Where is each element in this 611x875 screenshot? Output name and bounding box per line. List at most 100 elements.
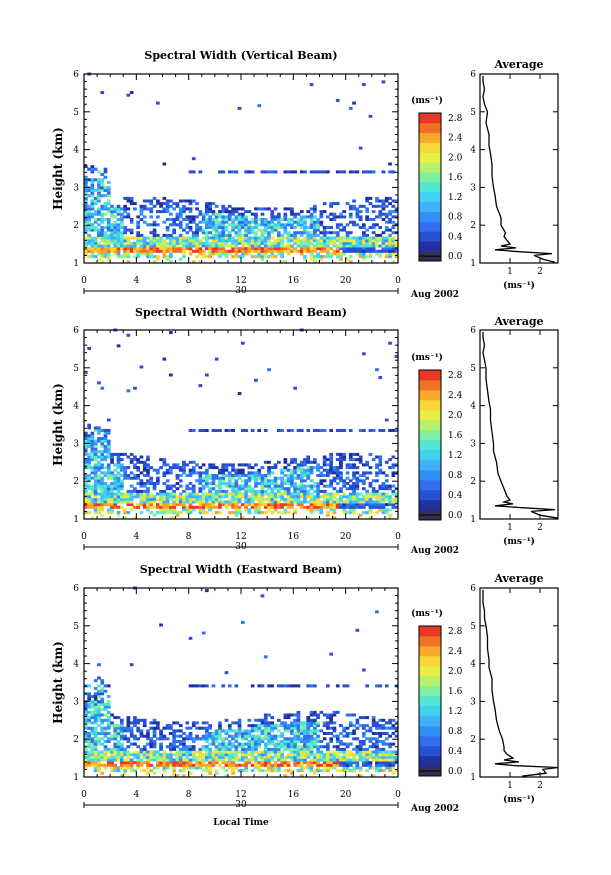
heatmap-cell: [129, 732, 134, 735]
heatmap-cell: [384, 492, 389, 496]
heatmap-cell: [87, 497, 91, 501]
heatmap-cell: [250, 170, 255, 174]
heatmap-cell: [378, 484, 383, 488]
heatmap-cell: [162, 500, 167, 504]
heatmap-cell: [211, 220, 216, 224]
heatmap-cell: [165, 726, 170, 730]
heatmap-cell: [267, 255, 271, 259]
heatmap-cell: [342, 774, 347, 778]
heatmap-cell: [329, 753, 333, 757]
heatmap-cell: [188, 750, 193, 754]
heatmap-cell: [394, 247, 399, 251]
heatmap-cell: [244, 226, 248, 229]
heatmap-cell: [106, 463, 111, 467]
heatmap-cell: [375, 239, 379, 243]
heatmap-cell: [322, 758, 327, 762]
heatmap-cell: [358, 474, 363, 477]
heatmap-cell: [352, 732, 356, 735]
heatmap-cell: [283, 497, 288, 501]
heatmap-cell: [175, 474, 180, 477]
heatmap-cell: [165, 508, 170, 512]
heatmap-cell: [309, 729, 314, 733]
heatmap-cell: [254, 233, 258, 237]
heatmap-cell: [152, 497, 157, 501]
heatmap-cell: [384, 508, 389, 512]
heatmap-cell: [113, 753, 118, 757]
heatmap-cell: [169, 516, 173, 520]
heatmap-cell: [371, 500, 376, 504]
heatmap-cell: [375, 474, 379, 477]
heatmap-cell: [290, 726, 294, 730]
heatmap-cell: [263, 755, 268, 759]
heatmap-cell: [309, 484, 314, 488]
average-unit: (ms⁻¹): [503, 794, 535, 805]
heatmap-cell: [100, 188, 105, 192]
heatmap-cell: [224, 484, 229, 488]
heatmap-cell: [100, 178, 105, 182]
heatmap-cell: [234, 500, 239, 504]
heatmap-cell: [84, 450, 88, 454]
heatmap-cell: [358, 218, 363, 221]
heatmap-cell: [277, 758, 281, 762]
heatmap-cell: [342, 747, 347, 751]
heatmap-cell: [299, 429, 304, 432]
heatmap-cell: [139, 753, 144, 757]
heatmap-cell: [362, 236, 366, 240]
heatmap-cell: [198, 226, 203, 229]
heatmap-cell: [244, 497, 248, 501]
heatmap-cell: [247, 508, 252, 512]
heatmap-cell: [394, 255, 399, 259]
heatmap-cell: [97, 742, 101, 746]
heatmap-cell: [208, 753, 212, 757]
heatmap-cell: [332, 252, 337, 256]
colorbar-swatch: [419, 470, 441, 481]
heatmap-cell: [263, 763, 268, 767]
heatmap-cell: [185, 474, 190, 477]
heatmap-cell: [103, 194, 108, 198]
heatmap-cell: [355, 774, 360, 778]
heatmap-cell: [339, 763, 343, 767]
heatmap-cell: [93, 244, 98, 248]
heatmap-cell: [185, 199, 190, 203]
colorbar-frame: [418, 112, 442, 262]
heatmap-cell: [306, 458, 311, 462]
heatmap-cell: [142, 750, 147, 754]
heatmap-cell: [97, 708, 101, 712]
heatmap-cell: [241, 763, 245, 767]
colorbar-swatch: [419, 676, 441, 687]
heatmap-cell: [290, 479, 294, 483]
heatmap-cell: [267, 244, 271, 248]
heatmap-cell: [309, 218, 314, 221]
heatmap-cell: [185, 747, 190, 751]
heatmap-cell: [100, 476, 105, 480]
heatmap-cell: [100, 255, 105, 259]
heatmap-cell: [348, 247, 353, 251]
heatmap-cell: [342, 742, 347, 746]
heatmap-cell: [263, 753, 268, 757]
heatmap-cell: [273, 750, 278, 754]
heatmap-cell: [348, 458, 353, 462]
heatmap-cell: [283, 487, 288, 491]
heatmap-cell: [270, 228, 275, 232]
heatmap-cell: [126, 503, 131, 507]
heatmap-cell: [182, 228, 186, 232]
heatmap-cell: [103, 763, 108, 767]
heatmap-cell: [165, 228, 170, 232]
heatmap-cell: [254, 745, 258, 749]
heatmap-cell: [309, 763, 314, 767]
heatmap-cell: [231, 170, 235, 174]
heatmap-cell: [348, 724, 353, 728]
heatmap-cell: [339, 503, 343, 507]
heatmap-cell: [313, 771, 317, 775]
heatmap-cell: [293, 734, 297, 738]
heatmap-cell: [90, 458, 95, 462]
heatmap-cell: [322, 745, 327, 749]
heatmap-cell: [169, 758, 173, 762]
heatmap-cell: [175, 753, 180, 757]
heatmap-cell: [244, 508, 248, 512]
heatmap-cell: [355, 252, 360, 256]
heatmap-cell: [178, 215, 183, 219]
heatmap-cell: [257, 684, 262, 688]
heatmap-cell: [313, 497, 317, 501]
heatmap-cell: [391, 239, 396, 243]
